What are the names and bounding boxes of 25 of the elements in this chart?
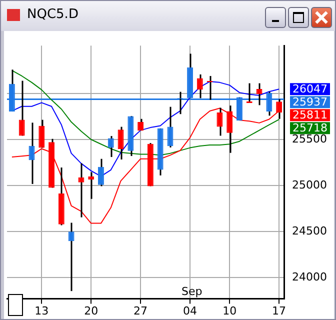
x-tick-label: 17 [272, 304, 286, 318]
data-label: 25811 [292, 108, 328, 122]
annotation: Sep [182, 285, 202, 298]
y-tick-label: 24500 [292, 224, 327, 238]
x-tick-label: 20 [84, 304, 98, 318]
y-tick-label: 25000 [292, 178, 327, 192]
chart-title: NQC5.D [27, 7, 78, 22]
candlestick [98, 158, 104, 187]
candlestick [38, 119, 45, 149]
data-label: 26047 [292, 82, 328, 96]
candlestick [18, 80, 25, 136]
candlestick [68, 222, 74, 292]
ref-line-label: 25937 [292, 96, 328, 109]
candlestick [108, 135, 114, 158]
x-tick-label: 27 [134, 304, 148, 318]
x-tick-label: 10 [222, 304, 237, 318]
candlestick [118, 126, 124, 160]
candlestick [206, 75, 213, 101]
data-label: 25718 [292, 122, 328, 135]
candlestick [196, 74, 203, 99]
y-tick-label: 25500 [292, 132, 327, 146]
candlestick [78, 162, 84, 218]
y-tick-label: 24000 [292, 270, 327, 284]
x-tick-label: 04 [183, 304, 198, 318]
x-tick-label: 13 [34, 304, 49, 318]
